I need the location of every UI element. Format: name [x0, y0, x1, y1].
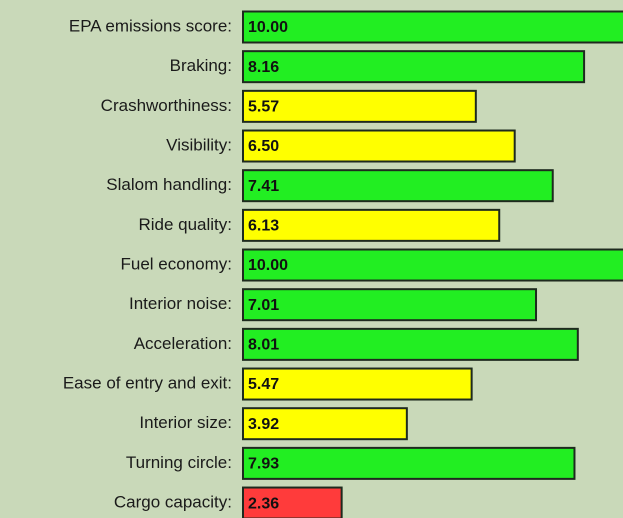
category-label: Interior noise:: [129, 294, 232, 313]
value-label: 7.93: [248, 456, 279, 473]
category-label: Interior size:: [139, 413, 232, 432]
value-label: 5.57: [248, 99, 279, 116]
value-label: 8.16: [248, 59, 279, 76]
bar: [242, 407, 408, 441]
value-label: 7.01: [248, 297, 279, 314]
value-label: 2.36: [248, 495, 279, 512]
category-label: Cargo capacity:: [114, 493, 232, 512]
bar: [242, 248, 623, 282]
value-label: 10.00: [248, 19, 288, 36]
category-label: Turning circle:: [126, 453, 232, 472]
category-label: Slalom handling:: [106, 175, 232, 194]
bar: [242, 367, 473, 401]
category-label: Braking:: [170, 56, 232, 75]
bar: [242, 288, 538, 322]
bar: [242, 169, 554, 203]
bar: [242, 208, 501, 242]
bar: [242, 486, 343, 518]
category-label: Acceleration:: [134, 334, 232, 353]
bar: [242, 50, 586, 84]
category-label: Crashworthiness:: [101, 96, 232, 115]
bar: [242, 89, 477, 123]
category-label: Ease of entry and exit:: [63, 374, 232, 393]
value-label: 3.92: [248, 416, 279, 433]
value-label: 6.13: [248, 218, 279, 235]
value-label: 6.50: [248, 138, 279, 155]
value-label: 8.01: [248, 337, 279, 354]
value-label: 5.47: [248, 376, 279, 393]
category-label: EPA emissions score:: [69, 16, 232, 35]
value-label: 7.41: [248, 178, 279, 195]
bar: [242, 446, 576, 480]
category-label: Fuel economy:: [121, 255, 233, 274]
bar: [242, 10, 623, 44]
value-label: 10.00: [248, 257, 288, 274]
bar: [242, 327, 579, 361]
category-label: Visibility:: [166, 135, 232, 154]
bar: [242, 129, 516, 163]
category-label: Ride quality:: [138, 215, 232, 234]
